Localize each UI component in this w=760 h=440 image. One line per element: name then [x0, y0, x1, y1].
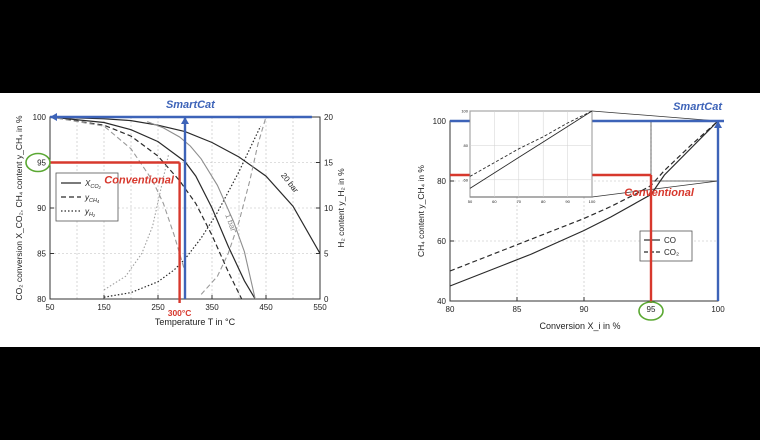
left-y-tick-label: 80 — [37, 295, 46, 304]
left-y2-tick-label: 0 — [324, 295, 329, 304]
inset-series-line — [469, 110, 593, 189]
right-x-tick-label: 85 — [513, 305, 522, 314]
right-smartcat-label: SmartCat — [673, 101, 723, 113]
left-legend-label: XCO₂ — [84, 179, 102, 190]
curve-label-1bar: 1 bar — [223, 213, 238, 234]
left-y2-tick-label: 5 — [324, 250, 329, 259]
right-x-tick-label: 90 — [580, 305, 589, 314]
right-circled-value — [638, 301, 664, 321]
inset-y-tick-label: 60 — [464, 177, 469, 182]
left-series-line — [200, 117, 267, 295]
right-y-axis-label: CH₄ content y_CH₄ in % — [416, 165, 426, 257]
inset-y-tick-label: 80 — [464, 143, 469, 148]
inset-connector — [591, 110, 719, 122]
left-x-tick-label: 50 — [46, 303, 55, 312]
right-y-tick-label: 40 — [437, 297, 446, 306]
left-y2-tick-label: 10 — [324, 204, 333, 213]
inset-connector — [591, 180, 719, 198]
right-x-axis-label: Conversion X_i in % — [539, 321, 620, 331]
left-y-tick-label: 95 — [37, 159, 46, 168]
left-x-tick-label: 450 — [259, 303, 273, 312]
left-circled-value — [25, 152, 51, 173]
left-conventional-label: Conventional — [104, 174, 175, 186]
left-temperature-marker: 300°C — [168, 308, 192, 318]
inset-frame — [469, 110, 593, 198]
right-legend-label: CO₂ — [664, 248, 679, 257]
left-y2-axis-label: H₂ content y_H₂ in % — [336, 168, 346, 248]
left-series-line — [103, 125, 262, 298]
inset-x-tick-label: 60 — [492, 199, 497, 204]
right-x-tick-label: 95 — [647, 305, 656, 314]
left-x-axis-label: Temperature T in °C — [155, 317, 236, 327]
figure-svg: 50 150 250 350 450 550 80 85 90 95 100 0 5 10 15 20 Temp… — [14, 99, 725, 331]
left-series-line — [50, 117, 243, 299]
right-y-tick-label: 80 — [437, 177, 446, 186]
left-series-line — [50, 117, 256, 299]
right-smartcat-arrow — [714, 121, 722, 128]
right-series-line — [449, 120, 719, 287]
inset-x-tick-label: 50 — [468, 199, 473, 204]
inset-x-tick-label: 90 — [565, 199, 570, 204]
left-legend-box — [55, 172, 119, 222]
right-series-line — [449, 120, 719, 272]
left-smartcat-label: SmartCat — [166, 99, 216, 111]
left-series-line — [50, 117, 320, 254]
left-y2-tick-label: 15 — [324, 159, 333, 168]
right-legend-label: CO — [664, 236, 676, 245]
right-x-tick-label: 80 — [446, 305, 455, 314]
right-y-tick-label: 60 — [437, 237, 446, 246]
inset-x-tick-label: 70 — [517, 199, 522, 204]
right-legend-box — [639, 230, 693, 262]
left-smartcat-arrow-up — [181, 117, 189, 124]
right-y-tick-label: 100 — [433, 117, 447, 126]
curve-label-20bar: 20 bar — [279, 171, 300, 195]
left-legend-label: yH₂ — [84, 207, 96, 218]
right-conventional-label: Conventional — [624, 187, 695, 199]
left-series-line — [50, 117, 186, 272]
figure-panel: 50 150 250 350 450 550 80 85 90 95 100 0 5 10 15 20 Temp… — [0, 93, 760, 347]
left-legend-label: yCH₄ — [84, 193, 99, 204]
right-chart: 80 85 90 95 100 40 60 80 100 Conversion X_i in % C… — [416, 101, 725, 331]
left-x-tick-label: 150 — [97, 303, 111, 312]
left-series-line — [147, 121, 256, 299]
right-x-tick-label: 100 — [711, 305, 725, 314]
left-series-line — [103, 153, 170, 291]
left-smartcat-arrow-left — [50, 113, 57, 121]
right-inset: 50 60 70 80 90 100 60 80 100 — [461, 109, 596, 205]
left-x-tick-label: 550 — [313, 303, 327, 312]
inset-x-tick-label: 100 — [589, 199, 596, 204]
left-y-axis-label: CO₂ conversion X_CO₂, CH₄ content y_CH₄ … — [14, 115, 24, 300]
inset-x-tick-label: 80 — [541, 199, 546, 204]
inset-series-line — [469, 110, 593, 177]
left-y2-tick-label: 20 — [324, 113, 333, 122]
left-y-tick-label: 100 — [33, 113, 47, 122]
left-chart: 50 150 250 350 450 550 80 85 90 95 100 0 5 10 15 20 Temp… — [14, 99, 346, 327]
left-x-tick-label: 250 — [151, 303, 165, 312]
left-y-tick-label: 90 — [37, 204, 46, 213]
inset-y-tick-label: 100 — [461, 109, 468, 114]
left-y-tick-label: 85 — [37, 250, 46, 259]
left-x-tick-label: 350 — [205, 303, 219, 312]
